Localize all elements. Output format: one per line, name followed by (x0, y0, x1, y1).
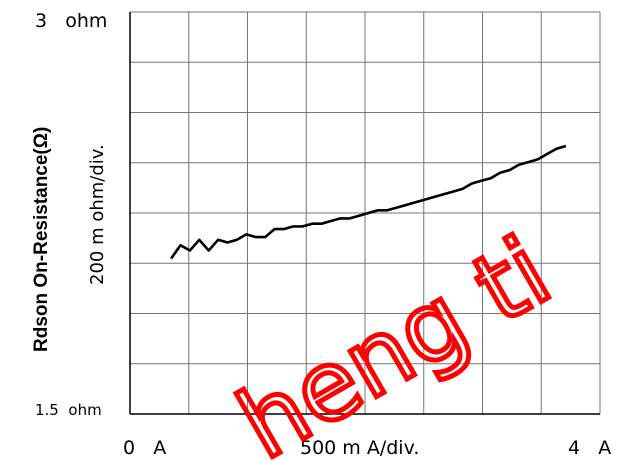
y-axis-title: Rdson On-Resistance(Ω) (31, 127, 52, 352)
x-right-label: 4 A (568, 437, 611, 459)
y-bottom-label: 1.5 ohm (35, 401, 102, 419)
watermark: heng ti (221, 216, 568, 461)
x-left-label: 0 A (123, 437, 166, 459)
series-line (170, 144, 567, 260)
y-top-label: 3 ohm (35, 10, 107, 32)
y-division-label: 200 m ohm/div. (87, 144, 108, 285)
x-division-label: 500 m A/div. (300, 437, 419, 459)
series-layer (170, 144, 567, 260)
